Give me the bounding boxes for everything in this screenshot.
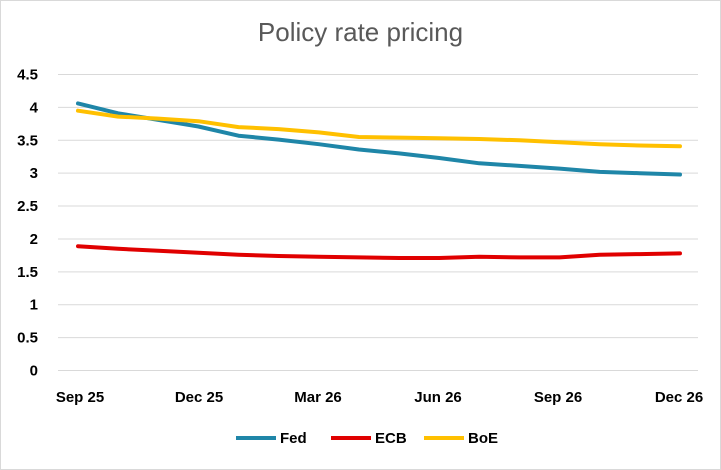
- y-tick-label: 3: [30, 165, 38, 182]
- x-tick-label: Sep 25: [56, 389, 104, 406]
- series-line-fed: [76, 101, 682, 177]
- series-line-boe: [76, 108, 682, 149]
- series-lines: [76, 101, 682, 260]
- legend-label-ecb: ECB: [375, 430, 407, 447]
- y-tick-label: 2: [30, 231, 38, 248]
- gridlines: [58, 74, 698, 339]
- x-tick-label: Dec 26: [655, 389, 703, 406]
- y-tick-label: 3.5: [17, 132, 38, 149]
- legend-label-boe: BoE: [468, 430, 498, 447]
- y-tick-label: 1: [30, 297, 38, 314]
- x-tick-label: Dec 25: [175, 389, 223, 406]
- x-tick-label: Jun 26: [414, 389, 462, 406]
- series-line-ecb: [76, 244, 682, 260]
- legend: Fed ECB BoE: [236, 430, 498, 447]
- x-tick-label: Mar 26: [294, 389, 342, 406]
- y-tick-label: 1.5: [17, 264, 38, 281]
- y-tick-label: 2.5: [17, 198, 38, 215]
- y-tick-label: 4.5: [17, 67, 38, 84]
- y-tick-label: 0.5: [17, 330, 38, 347]
- y-axis-tick-labels: 0 0.5 1 1.5 2 2.5 3 3.5 4 4.5: [17, 67, 39, 380]
- x-tick-label: Sep 26: [534, 389, 582, 406]
- chart-title: Policy rate pricing: [257, 17, 464, 47]
- y-tick-label: 4: [30, 99, 39, 116]
- legend-label-fed: Fed: [280, 430, 307, 447]
- y-tick-label: 0: [30, 363, 38, 380]
- x-axis: Sep 25 Dec 25 Mar 26 Jun 26 Sep 26 Dec 26: [56, 370, 703, 406]
